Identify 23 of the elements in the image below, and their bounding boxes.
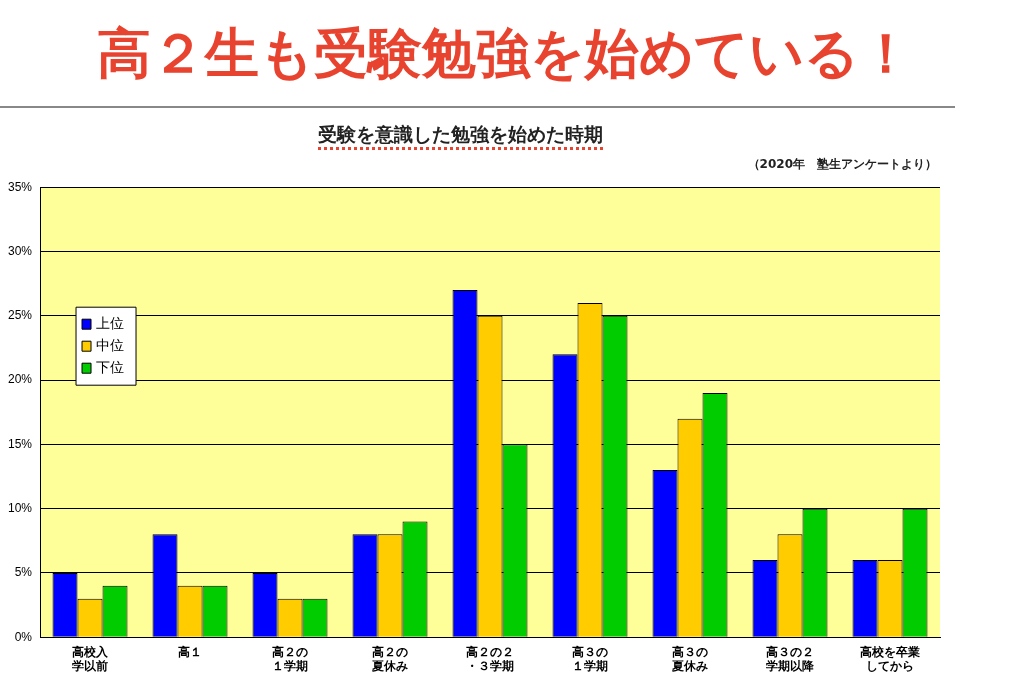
y-tick-label: 30% (7, 243, 33, 258)
x-tick-label: 高３の２学期以降 (766, 644, 815, 674)
text: （2020年 塾生アンケートより） (747, 156, 937, 173)
y-tick-label: 25% (7, 308, 33, 323)
legend-label: 下位 (96, 358, 125, 375)
y-tick-label: 5% (14, 565, 33, 580)
x-tick-label: 高３の夏休み (671, 644, 708, 674)
chart-title: 高２生も受験勉強を始めている！ (96, 21, 914, 87)
legend-label: 中位 (96, 336, 125, 353)
y-tick-label: 0% (14, 629, 33, 644)
x-tick-label: 高校入学以前 (72, 644, 110, 674)
x-tick-label: 高２の１学期 (272, 644, 309, 674)
y-tick-label: 15% (7, 436, 33, 451)
x-tick-label: 高２の夏休み (371, 644, 409, 674)
x-tick-label: 高１ (178, 644, 203, 659)
x-tick-label: 高３の１学期 (572, 644, 609, 674)
chart-subtitle: 受験を意識した勉強を始めた時期 (317, 123, 603, 150)
x-tick-label: 高校を卒業してから (860, 644, 920, 674)
x-tick-label: 高２の２・３学期 (466, 644, 515, 674)
y-tick-label: 20% (7, 372, 33, 387)
legend-label: 上位 (96, 314, 125, 331)
y-tick-label: 10% (7, 500, 33, 515)
y-tick-label: 35% (7, 179, 33, 194)
